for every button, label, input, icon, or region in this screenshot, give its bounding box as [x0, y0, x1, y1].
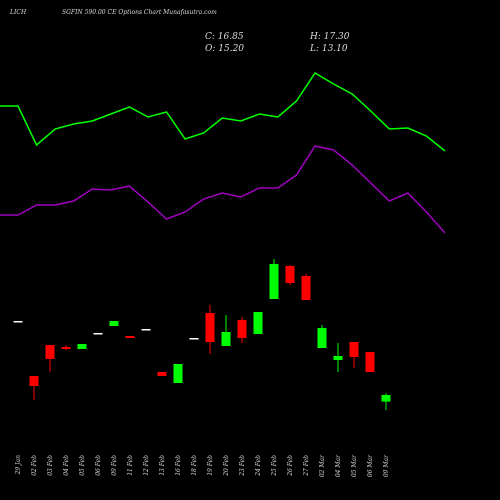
x-tick-label: 09 Feb	[111, 455, 118, 476]
x-tick-label: 18 Feb	[191, 455, 198, 476]
candle-body	[237, 320, 247, 338]
x-tick-label: 20 Feb	[223, 455, 230, 477]
candle-body	[61, 347, 71, 349]
x-tick-label: 04 Feb	[63, 455, 70, 476]
candle-body	[157, 372, 167, 376]
candle-body	[93, 333, 103, 335]
candle-body	[253, 312, 263, 334]
x-tick-label: 11 Feb	[127, 455, 134, 476]
candle-body	[301, 276, 311, 300]
x-tick-label: 02 Mar	[319, 454, 326, 477]
candle-body	[13, 321, 23, 323]
x-tick-label: 25 Feb	[271, 455, 278, 477]
candle-body	[349, 342, 359, 357]
candle-body	[205, 313, 215, 342]
candle-body	[333, 356, 343, 360]
candle-body	[125, 336, 135, 338]
x-tick-label: 09 Mar	[383, 454, 390, 477]
ohlc-open: O: 15.20	[205, 44, 244, 54]
x-tick-label: 19 Feb	[207, 455, 214, 476]
ohlc-close: C: 16.85	[205, 32, 244, 42]
x-tick-label: 29 Jan	[15, 455, 22, 476]
candle-body	[381, 395, 391, 402]
candle-body	[221, 332, 231, 346]
candle-body	[189, 338, 199, 340]
x-tick-label: 27 Feb	[303, 455, 310, 477]
indicator-line	[0, 145, 446, 234]
candle-body	[365, 352, 375, 372]
x-tick-label: 02 Feb	[31, 455, 38, 476]
x-tick-label: 16 Feb	[175, 455, 182, 476]
candle-body	[173, 364, 183, 383]
candle-body	[77, 344, 87, 349]
x-tick-label: 05 Mar	[351, 454, 358, 477]
x-tick-label: 26 Feb	[287, 455, 294, 477]
x-tick-label: 06 Mar	[367, 454, 374, 477]
x-tick-label: 04 Mar	[335, 454, 342, 477]
candle-body	[141, 329, 151, 331]
indicator-line	[0, 71, 446, 152]
ohlc-high: H: 17.30	[309, 32, 350, 42]
candle-body	[317, 328, 327, 348]
x-tick-label: 13 Feb	[159, 455, 166, 476]
x-tick-label: 12 Feb	[143, 455, 150, 476]
candle-body	[29, 376, 39, 386]
ohlc-low: L: 13.10	[309, 44, 348, 54]
chart-title: SGFIN 590.00 CE Options Chart Munafasutr…	[62, 9, 217, 16]
x-tick-label: 23 Feb	[239, 455, 246, 477]
x-tick-label: 06 Feb	[95, 455, 102, 476]
candle-body	[45, 345, 55, 359]
x-tick-label: 03 Feb	[47, 455, 54, 476]
candle-body	[285, 266, 295, 283]
candle-body	[109, 321, 119, 326]
chart-title: LICH	[9, 9, 27, 16]
candle-body	[269, 264, 279, 299]
x-tick-label: 24 Feb	[255, 455, 262, 477]
x-tick-label: 05 Feb	[79, 455, 86, 476]
